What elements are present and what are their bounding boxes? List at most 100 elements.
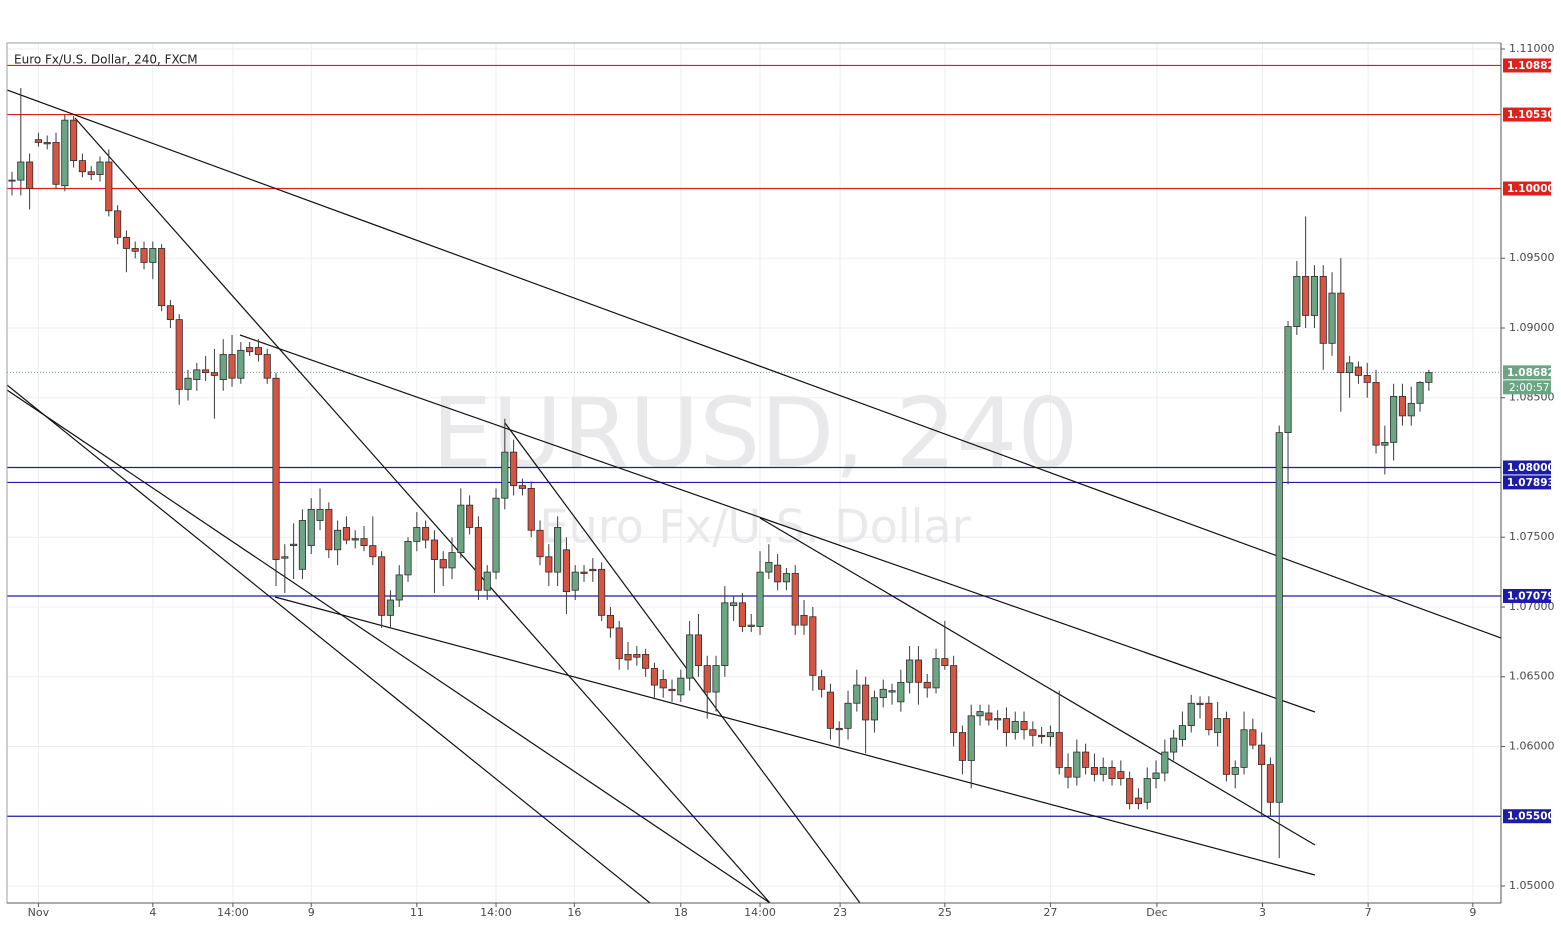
candle-body: [492, 497, 500, 573]
y-tick-label: 1.06000: [1509, 739, 1555, 752]
x-tick-label: 14:00: [217, 906, 249, 919]
trend-line: [74, 117, 771, 903]
candle-body: [228, 354, 236, 379]
trend-line: [7, 389, 771, 903]
candle-body: [342, 527, 350, 541]
level-box: [1503, 588, 1551, 603]
y-tick-label: 1.07000: [1509, 600, 1555, 613]
candle-body: [1170, 737, 1178, 753]
candle-body: [334, 529, 342, 551]
candle-body: [1319, 275, 1327, 344]
candle-body: [369, 545, 377, 558]
candle-body: [263, 354, 271, 379]
candle-body: [1002, 718, 1011, 733]
x-tick-label: 27: [1043, 906, 1057, 919]
candle-body: [1293, 275, 1301, 327]
candle-body: [422, 527, 430, 541]
candle-body: [1082, 751, 1090, 768]
candle-body: [316, 508, 324, 521]
levels: [7, 64, 1501, 817]
candle-body: [580, 571, 588, 574]
x-tick-label: Nov: [28, 906, 50, 919]
candle-body: [950, 665, 958, 733]
candle-body: [1099, 767, 1107, 775]
y-tick-label: 1.09500: [1509, 251, 1555, 264]
trend-line: [759, 517, 1316, 846]
candle-body: [96, 161, 104, 175]
candle-body: [281, 556, 289, 559]
candle-body: [210, 372, 218, 376]
candle-body: [184, 377, 192, 390]
candle-body: [158, 248, 166, 307]
candle-body: [175, 319, 183, 390]
candle-body: [1222, 718, 1231, 775]
candle-body: [386, 599, 394, 616]
candle-body: [818, 676, 826, 690]
candle-body: [360, 538, 368, 547]
candle-body: [536, 529, 544, 558]
trend-line: [274, 596, 1316, 876]
level-label: 1.10882: [1507, 60, 1555, 72]
candle-body: [1178, 725, 1187, 740]
candle-body: [967, 715, 975, 761]
candle-body: [237, 349, 245, 379]
level-label: 1.10000: [1507, 183, 1555, 195]
level-label: 1.07893: [1507, 477, 1555, 489]
candles: [8, 88, 1433, 859]
y-tick-label: 1.06500: [1509, 670, 1555, 683]
x-tick-label: 14:00: [744, 906, 776, 919]
candle-body: [835, 727, 843, 731]
candle-body: [351, 538, 359, 541]
candle-body: [1249, 729, 1257, 746]
candle-body: [774, 564, 782, 583]
candle-body: [510, 451, 518, 487]
candle-body: [800, 614, 808, 626]
candle-body: [1055, 732, 1063, 768]
candle-body: [1284, 326, 1292, 434]
candle-body: [474, 527, 482, 591]
trend-line: [504, 422, 861, 903]
candle-body: [290, 543, 298, 547]
candle-body: [1407, 402, 1415, 417]
candle-body: [809, 616, 817, 676]
candle-body: [976, 711, 984, 717]
x-tick-label: 3: [1259, 906, 1266, 919]
candle-body: [738, 602, 746, 627]
candle-body: [1363, 375, 1371, 383]
candle-body: [1143, 778, 1151, 803]
level-box: [1503, 58, 1551, 73]
candle-body: [598, 568, 606, 616]
candle-body: [545, 556, 553, 573]
candle-body: [1258, 744, 1266, 766]
candle-body: [78, 160, 86, 173]
candle-body: [26, 161, 34, 189]
level-label: 1.07079: [1507, 590, 1555, 602]
candle-body: [1011, 720, 1019, 733]
candle-body: [430, 539, 438, 560]
candle-body: [914, 659, 922, 683]
x-tick-label: 18: [674, 906, 688, 919]
candle-body: [1346, 362, 1354, 374]
candle-body: [1240, 729, 1248, 768]
candle-body: [1425, 372, 1433, 383]
candle-body: [52, 142, 60, 185]
candle-body: [906, 659, 914, 683]
candle-body: [747, 624, 755, 627]
candle-body: [87, 171, 95, 175]
candle-body: [659, 679, 667, 689]
candle-body: [985, 712, 993, 721]
candle-body: [307, 508, 315, 547]
candle-body: [1416, 381, 1424, 404]
candle-body: [870, 697, 878, 721]
y-tick-label: 1.07500: [1509, 530, 1555, 543]
candle-body: [1108, 767, 1116, 779]
countdown: 2:00:57: [1509, 382, 1549, 394]
candle-body: [1020, 720, 1028, 731]
trend-line: [7, 89, 1501, 639]
candle-body: [862, 684, 870, 721]
candle-body: [941, 658, 949, 666]
level-box: [1503, 475, 1551, 490]
candle-body: [932, 658, 940, 689]
candle-body: [1275, 432, 1283, 803]
